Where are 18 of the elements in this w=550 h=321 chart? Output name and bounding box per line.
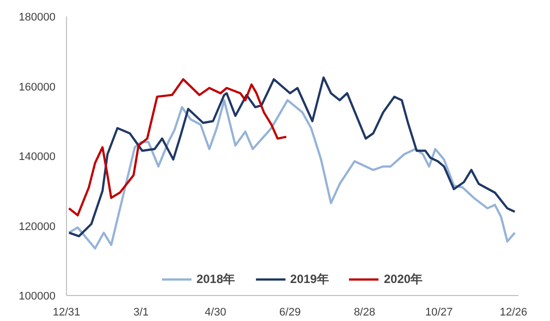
line-series	[68, 99, 516, 250]
x-tick-label: 6/29	[279, 306, 301, 318]
y-tick-label: 120000	[18, 220, 56, 233]
y-tick-label: 140000	[18, 151, 56, 163]
x-tick-label: 3/1	[133, 306, 149, 318]
x-tick-label: 12/26	[500, 306, 528, 318]
x-tick-label: 8/28	[354, 306, 376, 318]
y-tick-label: 160000	[18, 81, 56, 94]
y-tick-label: 180000	[18, 12, 56, 24]
legend-label: 2018年	[196, 270, 236, 288]
line-series	[68, 78, 288, 216]
y-tick-label: 100000	[18, 290, 56, 302]
x-tick-label: 10/27	[425, 306, 453, 318]
legend-label: 2019年	[290, 270, 329, 288]
line-series	[68, 76, 516, 238]
x-tick-label: 12/31	[52, 306, 80, 318]
legend-label: 2020年	[384, 270, 423, 288]
x-tick-label: 4/30	[204, 306, 226, 318]
